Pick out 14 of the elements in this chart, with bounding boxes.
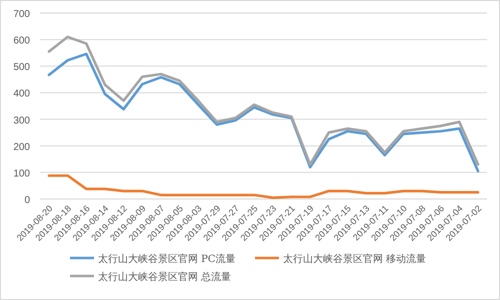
y-tick-label: 100 (13, 168, 30, 180)
y-tick-label: 400 (13, 88, 30, 100)
line-series (48, 174, 480, 199)
line-series (48, 36, 480, 166)
line-series (48, 52, 480, 172)
legend-label: 太行山大峡谷景区官网 移动流量 (283, 253, 426, 265)
y-tick-label: 500 (13, 62, 30, 74)
legend-label: 太行山大峡谷景区官网 总流量 (98, 271, 232, 283)
y-tick-label: 300 (13, 115, 30, 126)
y-tick-label: 200 (13, 142, 30, 153)
y-tick-label: 600 (13, 36, 30, 47)
legend-label: 太行山大峡谷景区官网 PC流量 (98, 253, 236, 265)
y-tick-label: 0 (24, 195, 30, 206)
y-tick-label: 700 (13, 9, 30, 20)
